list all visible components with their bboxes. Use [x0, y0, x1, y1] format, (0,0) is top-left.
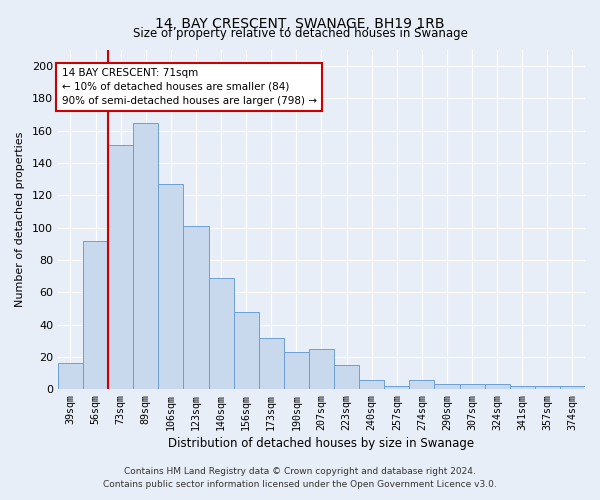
X-axis label: Distribution of detached houses by size in Swanage: Distribution of detached houses by size …: [169, 437, 475, 450]
Bar: [83, 240, 108, 389]
Bar: [309, 349, 334, 389]
Bar: [58, 364, 83, 389]
Bar: [334, 365, 359, 389]
Bar: [233, 312, 259, 389]
Bar: [409, 380, 434, 389]
Bar: [359, 380, 384, 389]
Text: Contains HM Land Registry data © Crown copyright and database right 2024.
Contai: Contains HM Land Registry data © Crown c…: [103, 467, 497, 489]
Bar: [510, 386, 535, 389]
Bar: [184, 226, 209, 389]
Bar: [384, 386, 409, 389]
Y-axis label: Number of detached properties: Number of detached properties: [15, 132, 25, 308]
Bar: [460, 384, 485, 389]
Bar: [108, 146, 133, 389]
Bar: [434, 384, 460, 389]
Bar: [284, 352, 309, 389]
Text: 14 BAY CRESCENT: 71sqm
← 10% of detached houses are smaller (84)
90% of semi-det: 14 BAY CRESCENT: 71sqm ← 10% of detached…: [62, 68, 317, 106]
Bar: [560, 386, 585, 389]
Bar: [485, 384, 510, 389]
Bar: [535, 386, 560, 389]
Bar: [209, 278, 233, 389]
Bar: [133, 122, 158, 389]
Bar: [259, 338, 284, 389]
Text: Size of property relative to detached houses in Swanage: Size of property relative to detached ho…: [133, 28, 467, 40]
Text: 14, BAY CRESCENT, SWANAGE, BH19 1RB: 14, BAY CRESCENT, SWANAGE, BH19 1RB: [155, 18, 445, 32]
Bar: [158, 184, 184, 389]
